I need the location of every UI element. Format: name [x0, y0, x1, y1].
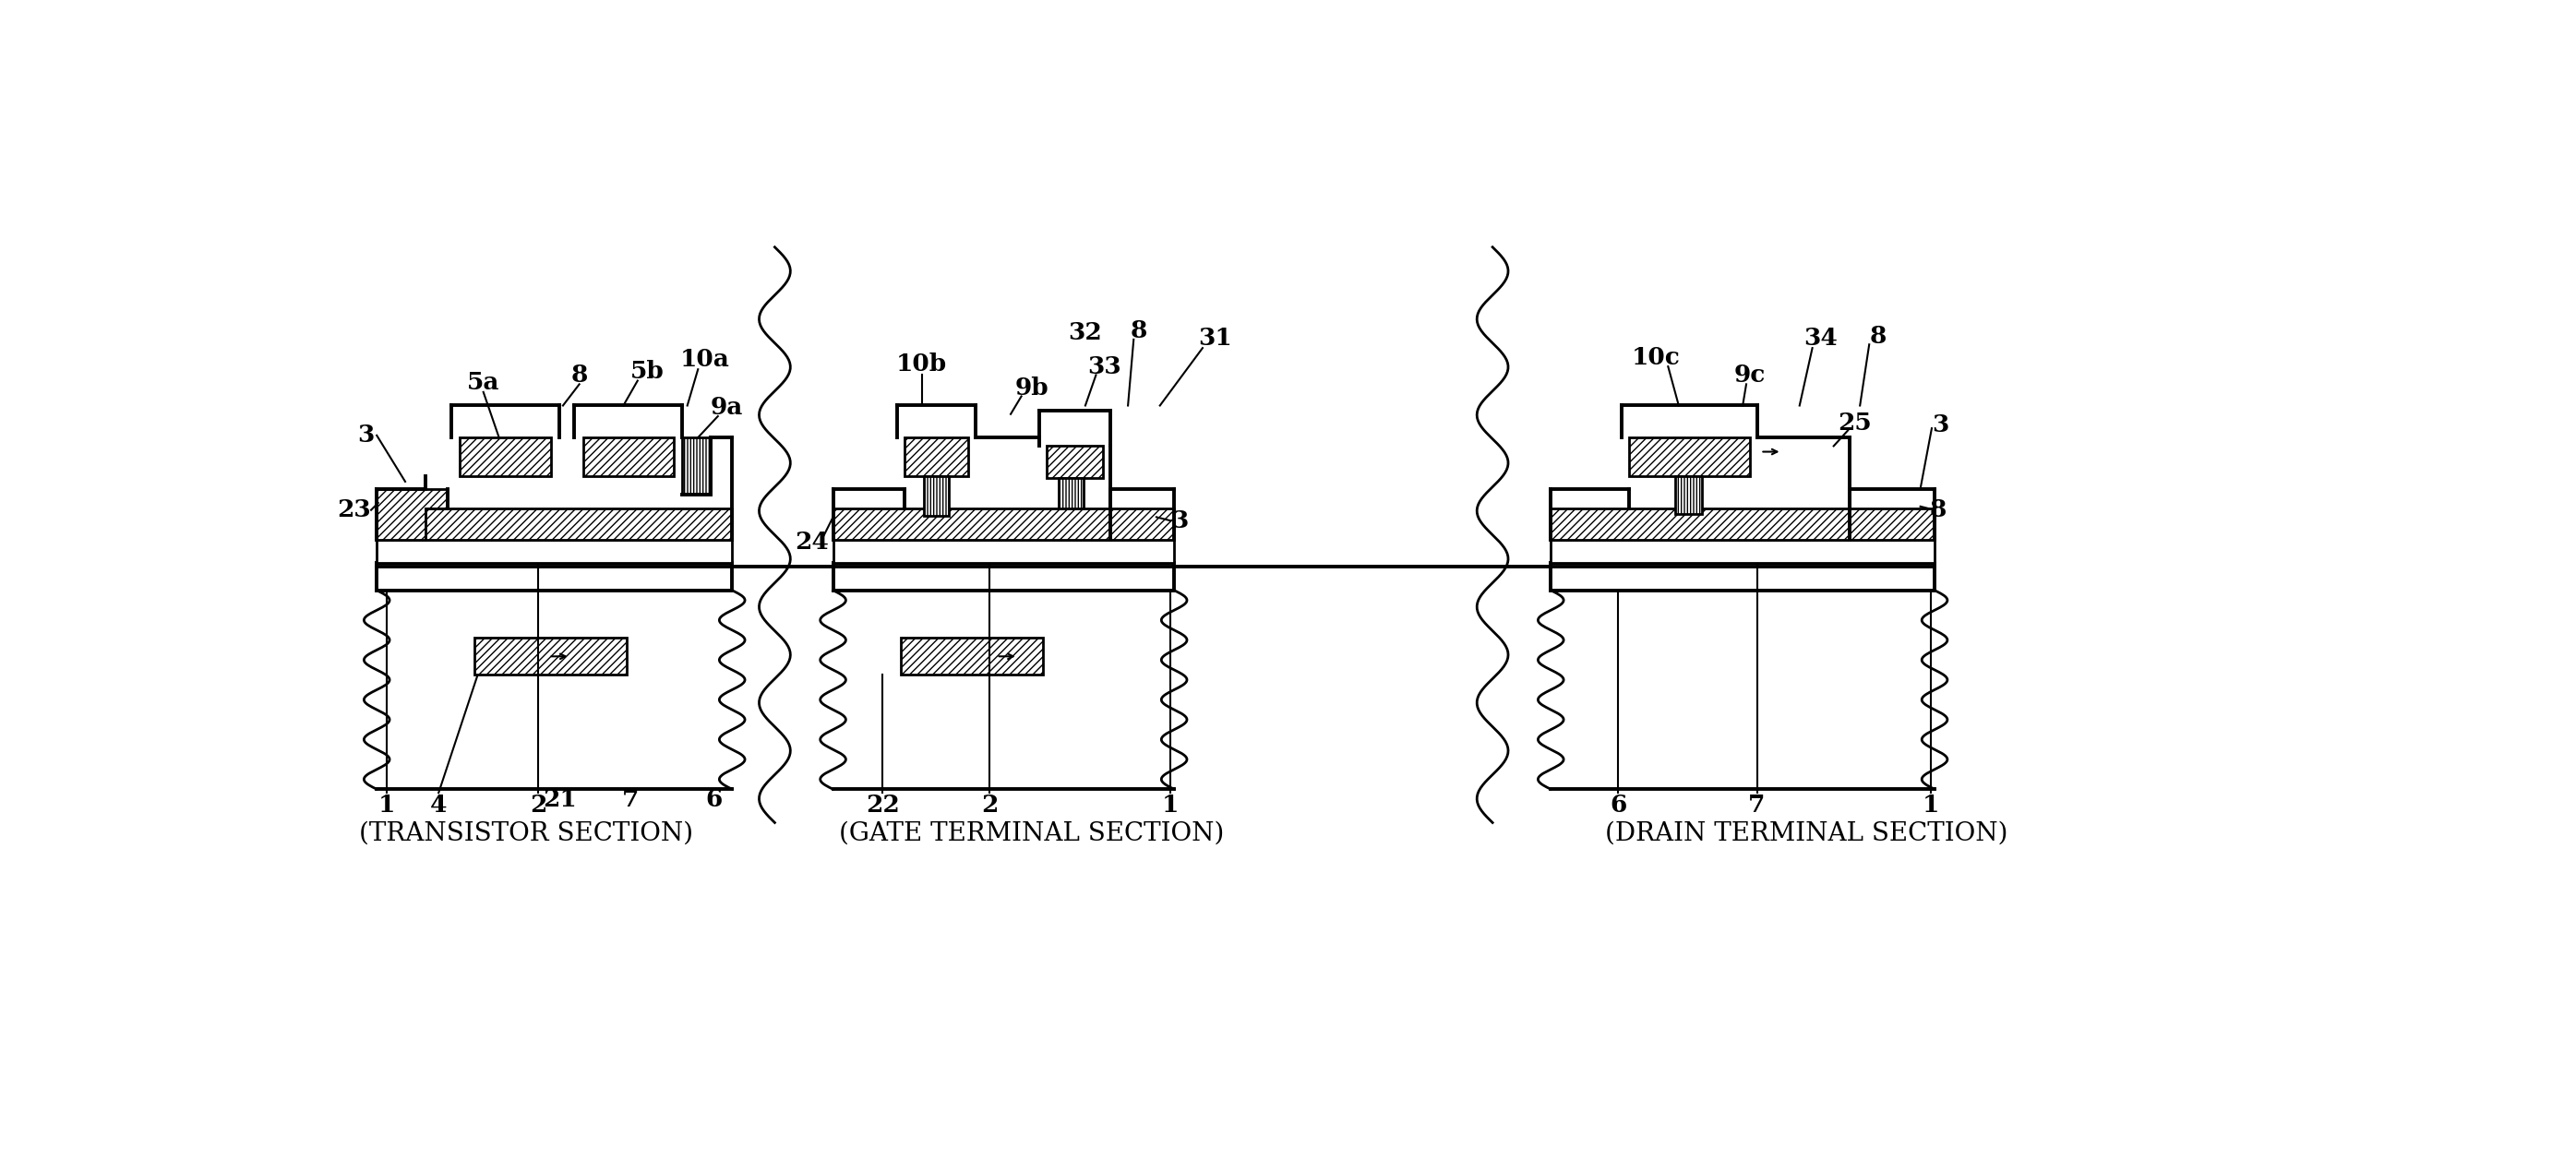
Bar: [376, 540, 732, 563]
Bar: [683, 438, 711, 494]
Text: (DRAIN TERMINAL SECTION): (DRAIN TERMINAL SECTION): [1605, 821, 2009, 845]
Text: 32: 32: [1069, 321, 1103, 344]
Text: 31: 31: [1198, 327, 1231, 350]
Text: 2: 2: [981, 793, 997, 816]
Text: 4: 4: [430, 793, 448, 816]
Text: 8: 8: [1131, 320, 1146, 342]
Bar: [904, 438, 969, 477]
Text: 33: 33: [1087, 355, 1121, 378]
Bar: [474, 638, 626, 674]
Text: 1: 1: [1162, 793, 1180, 816]
Text: 3: 3: [1172, 509, 1188, 532]
Text: (GATE TERMINAL SECTION): (GATE TERMINAL SECTION): [840, 821, 1224, 845]
Bar: [1674, 477, 1703, 514]
Text: 5a: 5a: [466, 370, 500, 393]
Text: 1: 1: [379, 793, 394, 816]
Text: 2: 2: [531, 793, 546, 816]
Bar: [461, 438, 551, 477]
Text: 8: 8: [572, 363, 587, 386]
Text: 7: 7: [621, 788, 639, 812]
Text: 8: 8: [1870, 324, 1886, 348]
Text: 3: 3: [358, 424, 374, 447]
Bar: [832, 508, 1175, 540]
Bar: [1059, 478, 1084, 508]
Bar: [902, 638, 1043, 674]
Text: 5b: 5b: [631, 359, 665, 383]
Text: 3: 3: [1932, 413, 1950, 437]
Text: 9c: 9c: [1734, 363, 1765, 386]
Polygon shape: [376, 488, 448, 540]
Text: 1: 1: [1922, 793, 1940, 816]
Text: 10c: 10c: [1631, 345, 1680, 369]
Text: 6: 6: [706, 788, 724, 812]
Text: 25: 25: [1839, 412, 1873, 434]
Bar: [925, 477, 948, 515]
Bar: [376, 563, 732, 590]
Text: 10b: 10b: [896, 352, 948, 376]
Text: 6: 6: [1610, 793, 1628, 816]
Text: 22: 22: [866, 793, 899, 816]
Bar: [376, 508, 732, 540]
Text: 8: 8: [1929, 499, 1947, 521]
Text: 10a: 10a: [680, 348, 729, 371]
Bar: [582, 438, 675, 477]
Bar: [1551, 540, 1935, 563]
Bar: [832, 563, 1175, 590]
Bar: [1628, 438, 1749, 477]
Text: 9a: 9a: [711, 396, 742, 418]
Bar: [1551, 563, 1935, 590]
Text: 9b: 9b: [1015, 376, 1048, 399]
Text: 34: 34: [1803, 327, 1837, 350]
Text: (TRANSISTOR SECTION): (TRANSISTOR SECTION): [358, 821, 693, 845]
Bar: [1551, 508, 1935, 540]
Text: 24: 24: [793, 530, 829, 554]
Text: 21: 21: [544, 788, 577, 812]
Text: 7: 7: [1749, 793, 1765, 816]
Bar: [1046, 446, 1103, 478]
Bar: [832, 540, 1175, 563]
Text: 23: 23: [337, 499, 371, 521]
